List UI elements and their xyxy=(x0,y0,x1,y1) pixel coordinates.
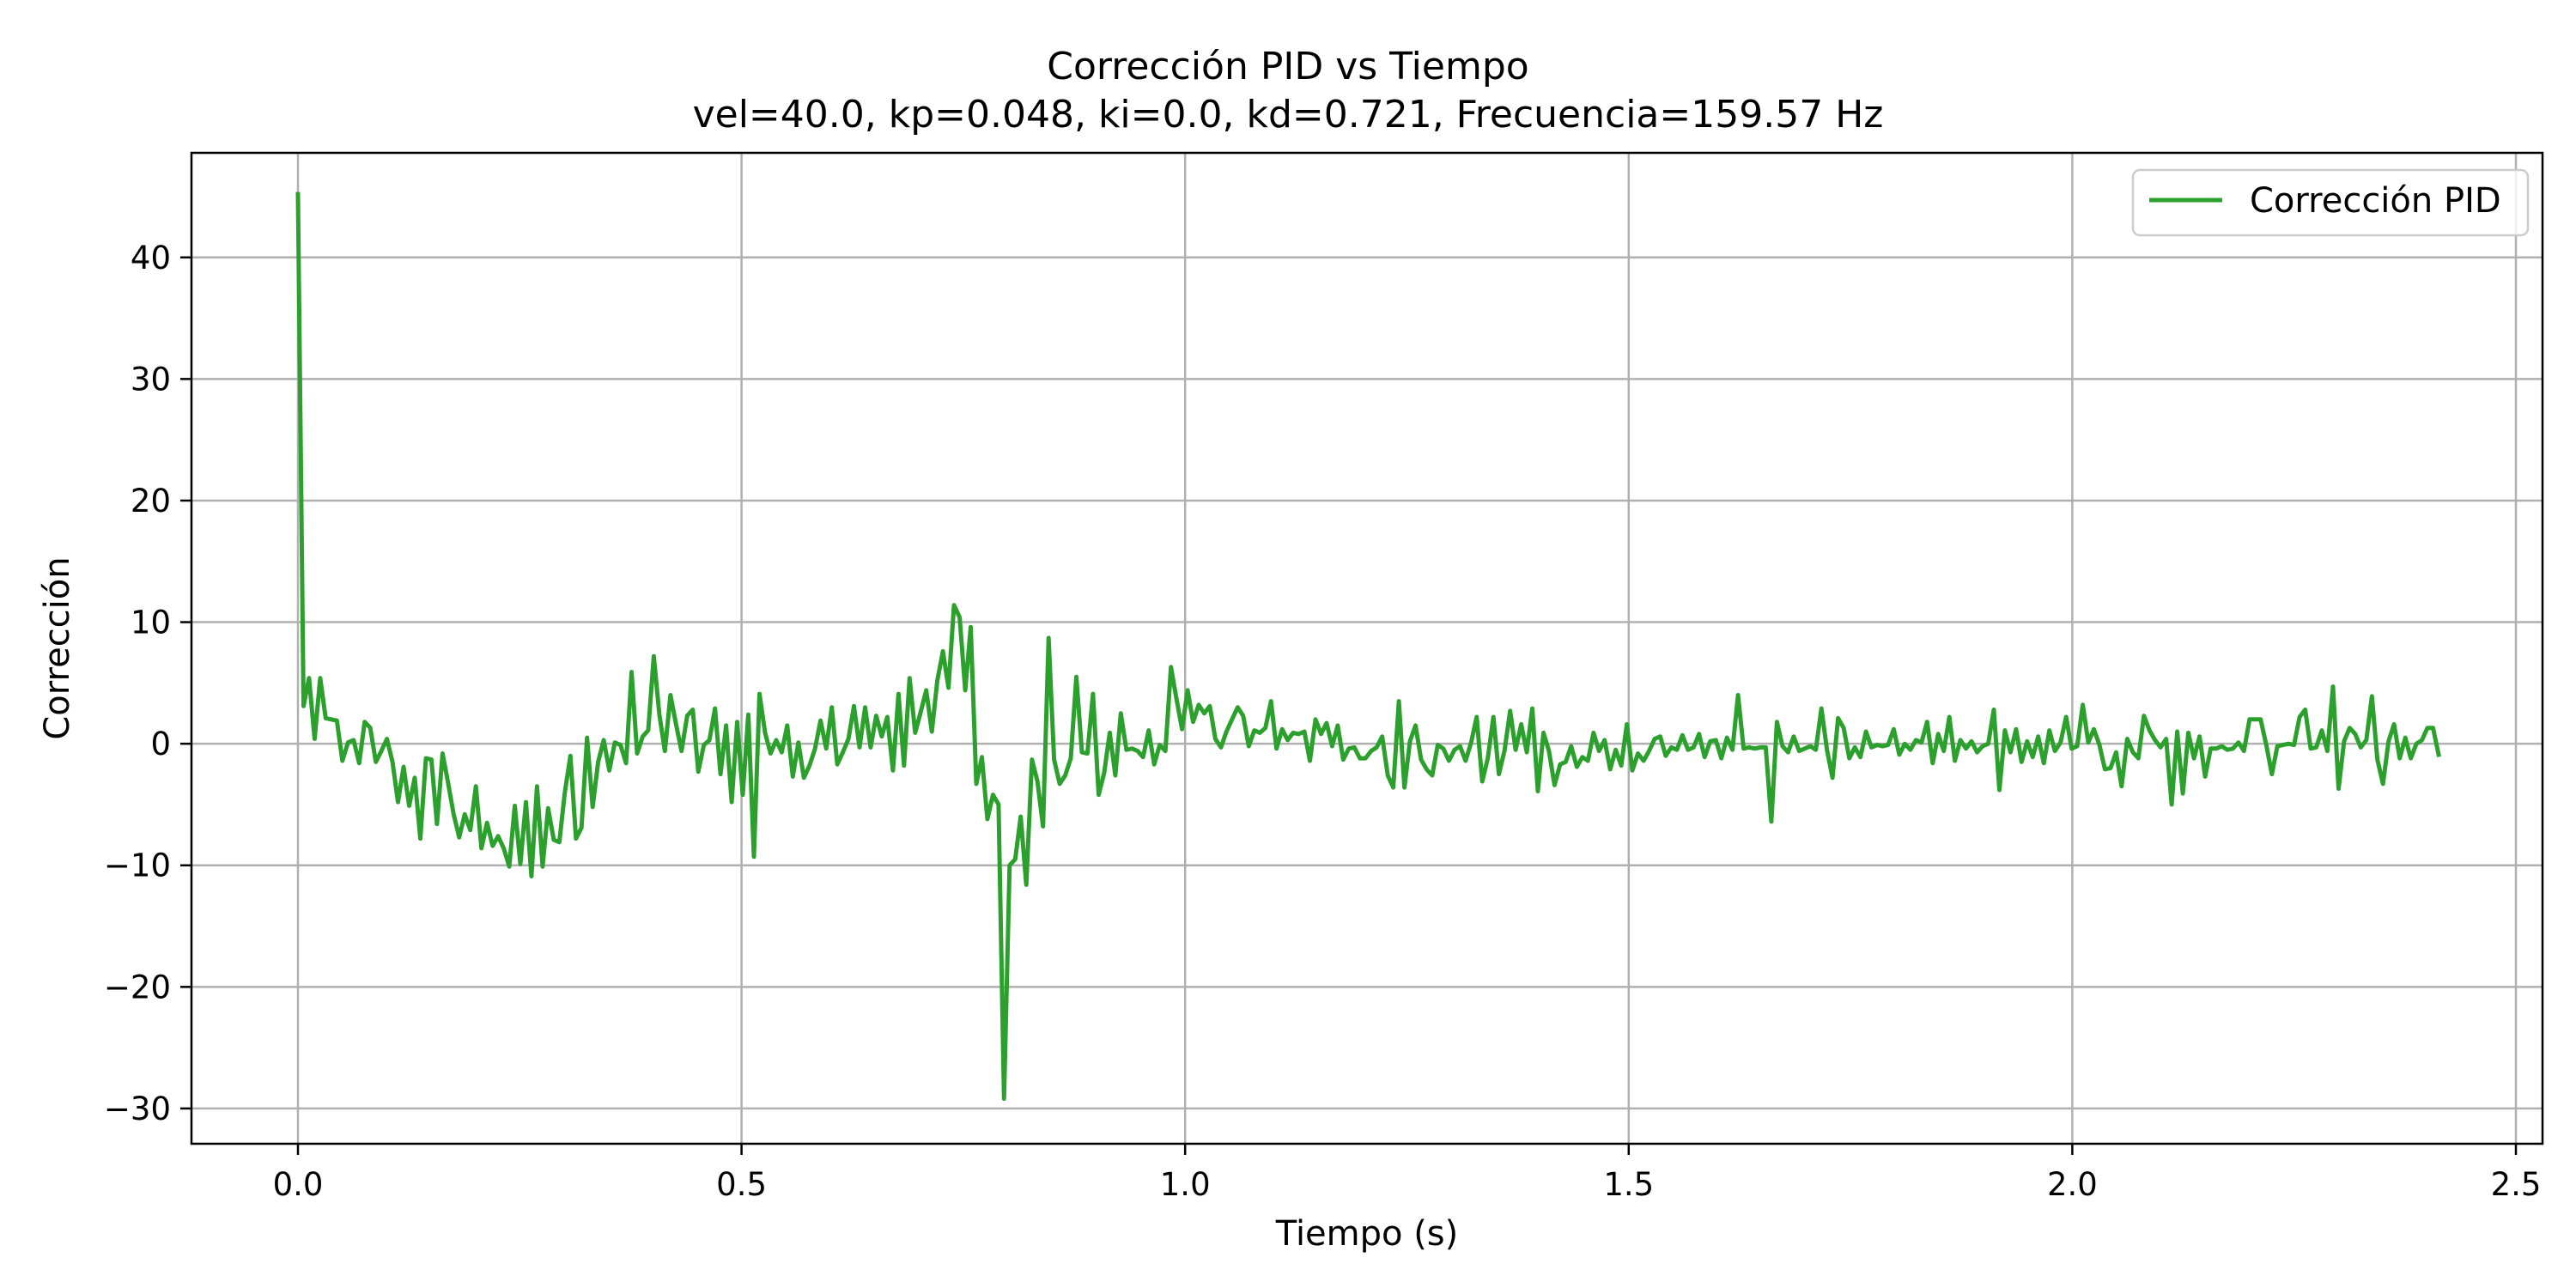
y-tick-label: 10 xyxy=(131,605,171,641)
y-tick-label: 30 xyxy=(131,361,171,398)
x-axis-label: Tiempo (s) xyxy=(1275,1214,1459,1254)
y-axis-label: Corrección xyxy=(38,556,77,739)
series-layer xyxy=(295,191,2441,1102)
x-tick-label: 2.5 xyxy=(2491,1166,2542,1203)
y-tick-label: 20 xyxy=(131,483,171,519)
x-tick-label: 2.0 xyxy=(2047,1166,2098,1203)
ticks: 0.0 0.5 1.0 1.5 2.0 2.5 40 30 20 10 0 −10 −20 −30 xyxy=(104,240,2542,1203)
legend[interactable]: Corrección PID xyxy=(2131,168,2530,237)
legend-box xyxy=(2131,168,2530,237)
chart-subtitle: vel=40.0, kp=0.048, ki=0.0, kd=0.721, Fr… xyxy=(692,93,1884,137)
y-tick-label: 0 xyxy=(150,726,171,762)
x-tick-label: 1.0 xyxy=(1160,1166,1211,1203)
series-line xyxy=(295,191,2441,1102)
x-tick-label: 0.5 xyxy=(716,1166,767,1203)
y-tick-label: −10 xyxy=(104,848,171,884)
y-tick-label: −30 xyxy=(104,1091,171,1127)
y-tick-label: −20 xyxy=(104,969,171,1005)
chart-title: Corrección PID vs Tiempo xyxy=(1047,45,1529,88)
grid xyxy=(191,153,2543,1144)
x-tick-label: 1.5 xyxy=(1603,1166,1654,1203)
x-tick-label: 0.0 xyxy=(273,1166,324,1203)
y-tick-label: 40 xyxy=(131,240,171,276)
plot-frame xyxy=(190,151,2544,1145)
legend-label: Corrección PID xyxy=(2250,181,2501,221)
